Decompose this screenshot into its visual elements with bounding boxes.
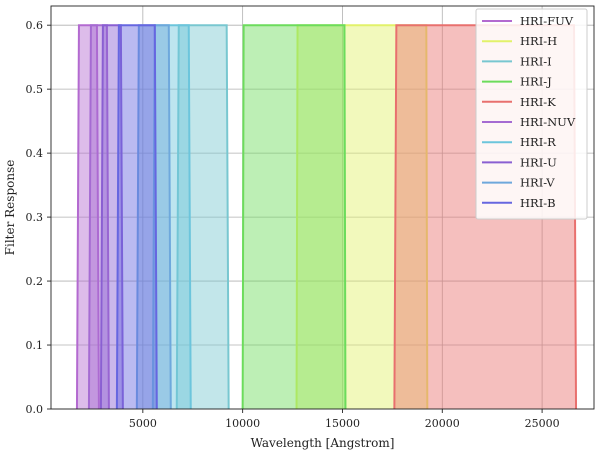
legend-label: HRI-I (520, 54, 552, 68)
y-tick-label: 0.6 (26, 19, 44, 32)
legend-label: HRI-U (520, 155, 557, 169)
legend-label: HRI-R (520, 135, 556, 149)
legend-label: HRI-H (520, 34, 557, 48)
y-tick-label: 0.1 (26, 339, 44, 352)
series-fill-hri-j (243, 25, 346, 409)
y-tick-label: 0.2 (26, 275, 44, 288)
x-tick-label: 10000 (225, 417, 260, 430)
x-tick-label: 25000 (525, 417, 560, 430)
x-axis-label: Wavelength [Angstrom] (251, 436, 395, 450)
x-tick-label: 20000 (425, 417, 460, 430)
legend-label: HRI-B (520, 196, 556, 210)
y-tick-label: 0.5 (26, 83, 44, 96)
x-tick-label: 5000 (129, 417, 157, 430)
series-fill-hri-b (117, 25, 157, 409)
legend-label: HRI-V (520, 176, 555, 190)
legend-label: HRI-K (520, 95, 556, 109)
y-tick-label: 0.4 (26, 147, 44, 160)
y-tick-label: 0.0 (26, 403, 44, 416)
legend-label: HRI-FUV (520, 14, 574, 28)
y-axis-label: Filter Response (3, 160, 17, 256)
legend: HRI-FUV HRI-H HRI-I HRI-J HRI-K HRI-NUV HRI-R H… (476, 9, 587, 219)
legend-label: HRI-NUV (520, 115, 576, 129)
legend-label: HRI-J (520, 75, 552, 89)
x-tick-label: 15000 (325, 417, 360, 430)
y-tick-label: 0.3 (26, 211, 44, 224)
